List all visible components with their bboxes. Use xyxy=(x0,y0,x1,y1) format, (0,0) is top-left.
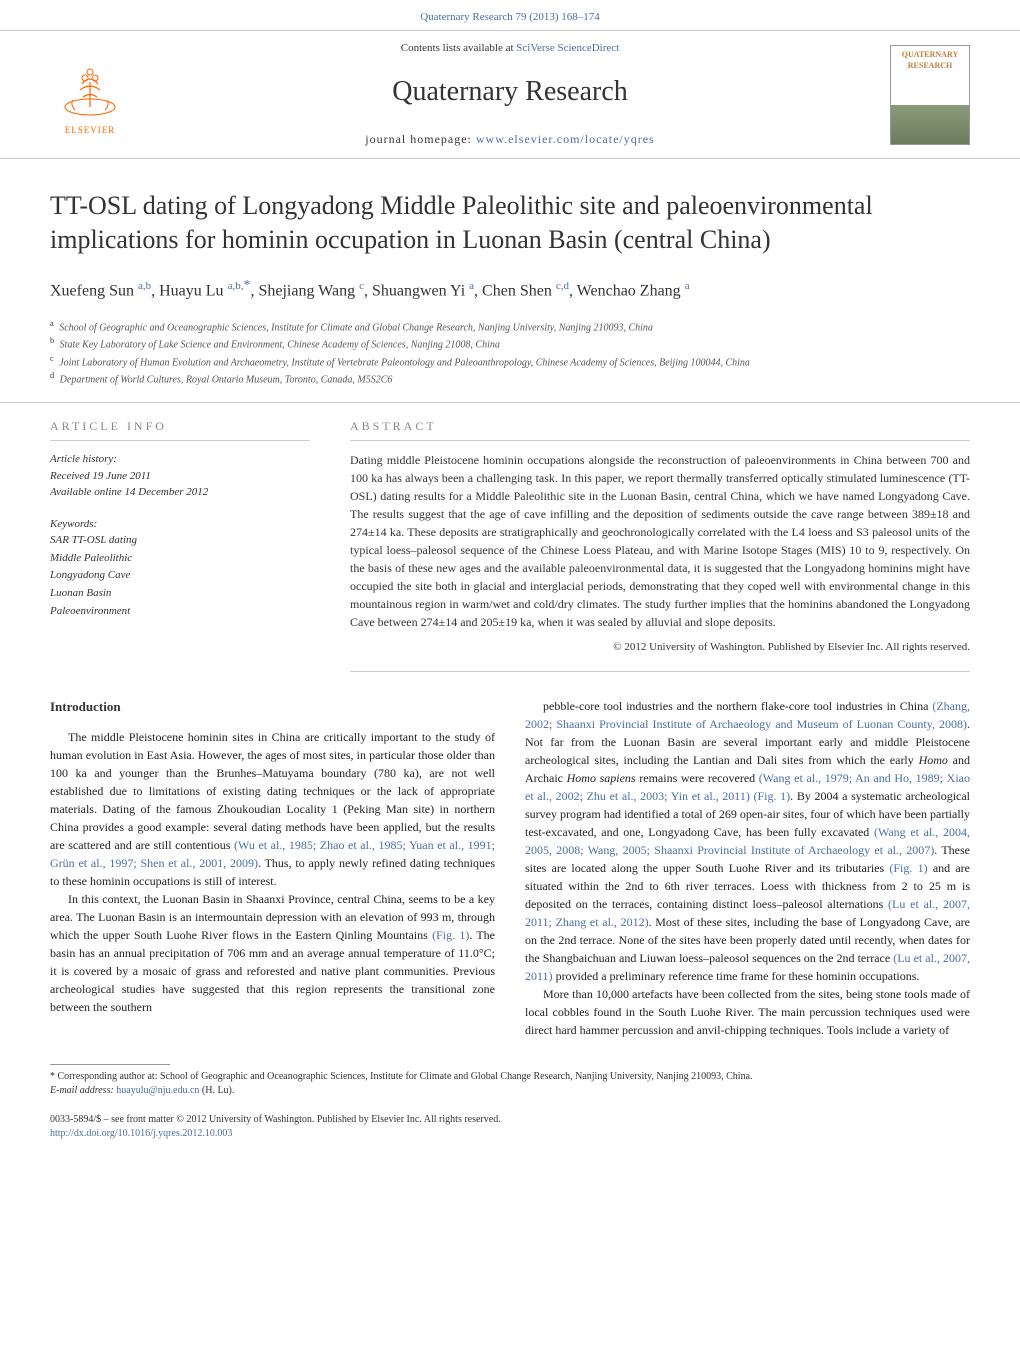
homepage-prefix: journal homepage: xyxy=(365,132,476,146)
contents-prefix: Contents lists available at xyxy=(401,42,516,54)
email-label: E-mail address: xyxy=(50,1085,116,1096)
email-line: E-mail address: huayulu@nju.edu.cn (H. L… xyxy=(50,1084,970,1098)
article-info-header: ARTICLE INFO xyxy=(50,418,310,441)
email-link[interactable]: huayulu@nju.edu.cn xyxy=(116,1085,199,1096)
footnotes: * Corresponding author at: School of Geo… xyxy=(0,1070,1020,1108)
doi-link[interactable]: http://dx.doi.org/10.1016/j.yqres.2012.1… xyxy=(50,1128,232,1139)
journal-header: ELSEVIER Contents lists available at Sci… xyxy=(0,30,1020,158)
citation-link[interactable]: Quaternary Research 79 (2013) 168–174 xyxy=(420,11,600,23)
abstract-text: Dating middle Pleistocene hominin occupa… xyxy=(350,451,970,672)
corresponding-author-note: * Corresponding author at: School of Geo… xyxy=(50,1070,970,1084)
sciencedirect-link[interactable]: SciVerse ScienceDirect xyxy=(516,42,619,54)
keywords-label: Keywords: xyxy=(50,516,310,533)
article-info-column: ARTICLE INFO Article history: Received 1… xyxy=(50,403,310,671)
cover-title: QUATERNARY RESEARCH xyxy=(891,46,969,74)
journal-name: Quaternary Research xyxy=(130,72,890,111)
keyword-item: SAR TT-OSL dating xyxy=(50,532,310,550)
body-paragraph: More than 10,000 artefacts have been col… xyxy=(525,985,970,1039)
left-column: Introduction The middle Pleistocene homi… xyxy=(50,697,495,1039)
homepage-url-link[interactable]: www.elsevier.com/locate/yqres xyxy=(476,132,655,146)
online-date: Available online 14 December 2012 xyxy=(50,484,310,501)
keywords-block: Keywords: SAR TT-OSL datingMiddle Paleol… xyxy=(50,516,310,620)
history-label: Article history: xyxy=(50,451,310,468)
journal-cover-thumbnail: QUATERNARY RESEARCH xyxy=(890,45,970,145)
body-paragraph: In this context, the Luonan Basin in Sha… xyxy=(50,890,495,1016)
introduction-heading: Introduction xyxy=(50,697,495,717)
article-title: TT-OSL dating of Longyadong Middle Paleo… xyxy=(0,159,1020,267)
keyword-item: Middle Paleolithic xyxy=(50,550,310,568)
keyword-item: Longyadong Cave xyxy=(50,567,310,585)
elsevier-text: ELSEVIER xyxy=(65,124,116,137)
footnote-separator xyxy=(50,1064,170,1065)
front-matter-line: 0033-5894/$ – see front matter © 2012 Un… xyxy=(50,1113,970,1127)
body-paragraph: The middle Pleistocene hominin sites in … xyxy=(50,728,495,890)
keywords-list: SAR TT-OSL datingMiddle PaleolithicLongy… xyxy=(50,532,310,620)
elsevier-tree-icon xyxy=(55,52,125,122)
journal-homepage: journal homepage: www.elsevier.com/locat… xyxy=(130,131,890,148)
affiliations: a School of Geographic and Oceanographic… xyxy=(0,313,1020,402)
email-suffix: (H. Lu). xyxy=(199,1085,234,1096)
elsevier-logo: ELSEVIER xyxy=(50,50,130,140)
bottom-info: 0033-5894/$ – see front matter © 2012 Un… xyxy=(0,1108,1020,1161)
abstract-column: ABSTRACT Dating middle Pleistocene homin… xyxy=(350,403,970,671)
header-citation: Quaternary Research 79 (2013) 168–174 xyxy=(0,0,1020,30)
contents-available-text: Contents lists available at SciVerse Sci… xyxy=(130,41,890,56)
article-history-block: Article history: Received 19 June 2011 A… xyxy=(50,451,310,501)
abstract-copyright: © 2012 University of Washington. Publish… xyxy=(350,639,970,656)
abstract-header: ABSTRACT xyxy=(350,418,970,441)
keyword-item: Paleoenvironment xyxy=(50,603,310,621)
right-column: pebble-core tool industries and the nort… xyxy=(525,697,970,1039)
body-columns: Introduction The middle Pleistocene homi… xyxy=(0,672,1020,1049)
received-date: Received 19 June 2011 xyxy=(50,468,310,485)
authors-line: Xuefeng Sun a,b, Huayu Lu a,b,*, Shejian… xyxy=(0,266,1020,313)
keyword-item: Luonan Basin xyxy=(50,585,310,603)
abstract-body: Dating middle Pleistocene hominin occupa… xyxy=(350,453,970,629)
info-abstract-row: ARTICLE INFO Article history: Received 1… xyxy=(0,402,1020,671)
journal-header-center: Contents lists available at SciVerse Sci… xyxy=(130,41,890,147)
body-paragraph: pebble-core tool industries and the nort… xyxy=(525,697,970,985)
